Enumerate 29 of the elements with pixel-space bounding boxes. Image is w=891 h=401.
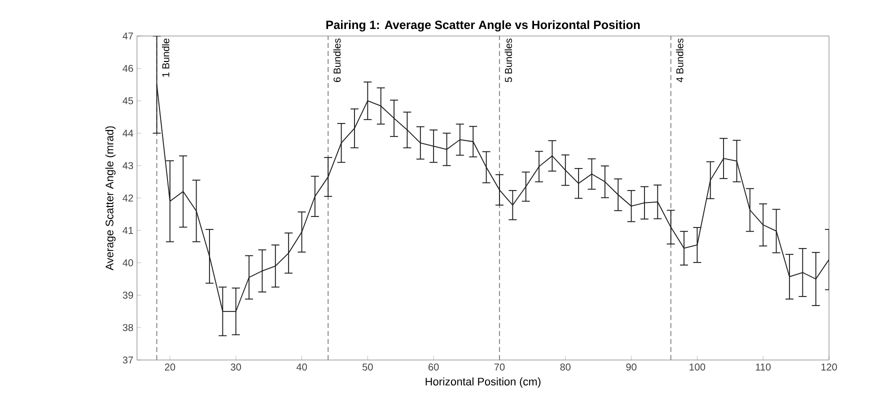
ref-line-label: 1 Bundle bbox=[162, 38, 170, 77]
x-tick-label: 40 bbox=[296, 364, 307, 371]
x-tick-label: 110 bbox=[756, 364, 771, 371]
y-tick-label: 45 bbox=[122, 97, 134, 104]
x-tick-label: 20 bbox=[164, 364, 176, 371]
y-tick-label: 38 bbox=[122, 324, 134, 332]
y-tick-label: 46 bbox=[122, 64, 134, 72]
y-tick-label: 43 bbox=[122, 162, 134, 170]
ref-line-label: 4 Bundles bbox=[676, 38, 684, 82]
y-tick-label: 41 bbox=[122, 226, 133, 234]
y-tick-label: 47 bbox=[122, 32, 133, 40]
y-tick-label: 44 bbox=[122, 130, 134, 137]
x-axis-title: Horizontal Position (cm) bbox=[426, 377, 540, 388]
x-tick-label: 50 bbox=[362, 364, 373, 371]
x-tick-label: 90 bbox=[626, 364, 636, 371]
y-axis-title: Average Scatter Angle (mrad) bbox=[105, 126, 116, 270]
y-tick-label: 42 bbox=[122, 194, 133, 202]
ref-line-label: 6 Bundles bbox=[333, 38, 341, 82]
x-tick-label: 80 bbox=[560, 364, 571, 371]
ref-line-label: 5 Bundles bbox=[504, 38, 512, 82]
y-tick-label: 37 bbox=[122, 356, 133, 364]
y-tick-label: 39 bbox=[122, 292, 134, 299]
x-tick-label: 120 bbox=[821, 364, 837, 371]
x-tick-label: 30 bbox=[230, 364, 242, 371]
x-tick-label: 100 bbox=[690, 364, 706, 371]
y-tick-label: 40 bbox=[122, 259, 134, 266]
chart-title: Pairing 1: Average Scatter Angle vs Horizontal Position bbox=[326, 20, 640, 32]
x-tick-label: 70 bbox=[494, 364, 505, 371]
x-tick-label: 60 bbox=[428, 364, 439, 371]
